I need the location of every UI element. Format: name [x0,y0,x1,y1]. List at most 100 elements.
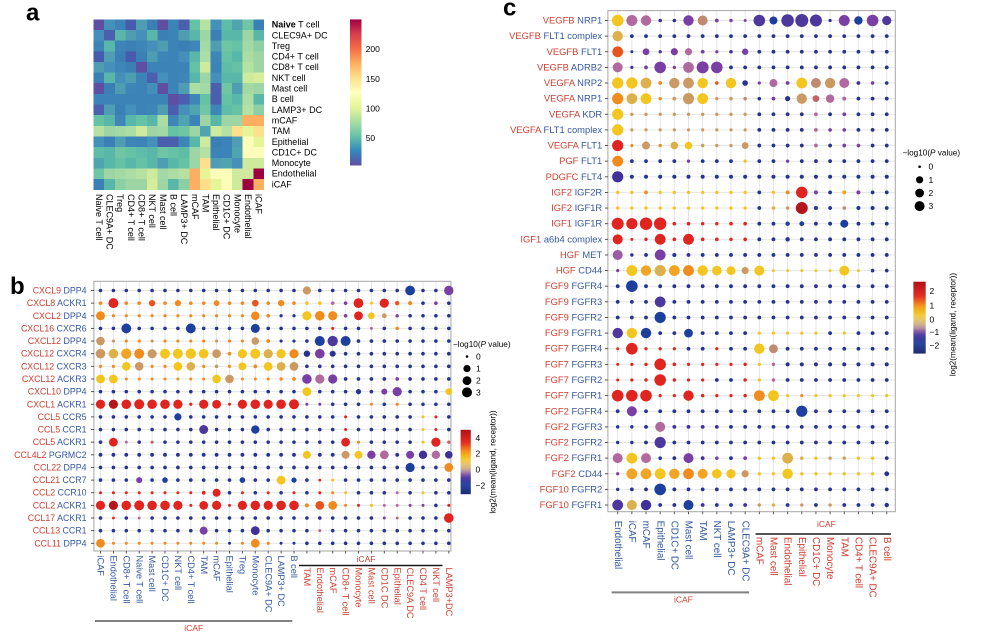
svg-text:c: c [503,0,516,22]
svg-text:FGF9 FGFR3: FGF9 FGFR3 [545,296,602,307]
svg-text:CD4+ T cell: CD4+ T cell [186,556,196,604]
svg-text:FGF2 FGFR1: FGF2 FGFR1 [545,452,602,463]
svg-text:TAM: TAM [838,537,849,557]
svg-text:TAM: TAM [199,556,209,575]
svg-text:Epithelial: Epithelial [392,568,402,605]
svg-text:CCL5 CCR5: CCL5 CCR5 [38,412,87,422]
svg-text:Endothelial: Endothelial [782,537,793,585]
svg-text:CD1C+ DC: CD1C+ DC [810,537,821,586]
svg-text:mCAF: mCAF [640,521,651,549]
svg-text:3: 3 [476,387,481,397]
svg-text:IGF2 IGF2R: IGF2 IGF2R [551,186,602,197]
svg-text:50: 50 [366,133,376,143]
svg-text:Epithelial: Epithelial [654,521,665,561]
svg-text:CD8+ T cell: CD8+ T cell [137,194,147,241]
svg-text:mCAF: mCAF [212,556,222,582]
svg-text:PGF FLT1: PGF FLT1 [559,155,602,166]
svg-text:mCAF: mCAF [190,194,200,220]
svg-text:Monocyte: Monocyte [272,158,311,168]
svg-text:iCAF: iCAF [817,519,836,529]
svg-text:FGF7 FGFR3: FGF7 FGFR3 [545,358,602,369]
svg-text:FGF9 FGFR4: FGF9 FGFR4 [545,280,602,291]
svg-text:IGF1 a6b4 complex: IGF1 a6b4 complex [520,233,602,244]
svg-text:Mast cell: Mast cell [367,568,377,604]
svg-text:FGF2 FGFR2: FGF2 FGFR2 [545,437,602,448]
svg-text:Monocyte: Monocyte [250,556,260,596]
svg-text:CXCL1 ACKR1: CXCL1 ACKR1 [27,399,87,409]
svg-text:Treg: Treg [272,41,290,51]
svg-text:CD8+ T cell: CD8+ T cell [272,62,319,72]
svg-text:Epithelial: Epithelial [211,194,221,231]
svg-text:VEGFB ADRB2: VEGFB ADRB2 [537,61,602,72]
svg-text:CD4+ T cell: CD4+ T cell [272,52,319,62]
svg-text:LAMP3+ DC: LAMP3+ DC [272,105,323,115]
svg-text:VEGFA FLT1: VEGFA FLT1 [548,140,603,151]
svg-text:CLEC9A+ DC: CLEC9A+ DC [272,30,328,40]
svg-text:FGF2 FGFR3: FGF2 FGFR3 [545,421,602,432]
svg-text:CCL21 CCR7: CCL21 CCR7 [33,475,87,485]
svg-text:TAM: TAM [302,568,312,587]
svg-text:Endothelial: Endothelial [272,169,317,179]
svg-text:B cell: B cell [168,194,178,216]
svg-text:CXCL12 CXCR4: CXCL12 CXCR4 [21,349,87,359]
svg-text:Epithelial: Epithelial [796,537,807,577]
svg-text:1: 1 [476,364,481,374]
svg-text:Epithelial: Epithelial [225,556,235,593]
svg-text:−2: −2 [930,340,940,350]
svg-text:CD4+ T cell: CD4+ T cell [126,194,136,241]
svg-text:VEGFB NRP1: VEGFB NRP1 [543,15,602,26]
svg-text:Naive T cell: Naive T cell [134,556,144,604]
svg-text:Naive T cell: Naive T cell [94,194,104,241]
svg-text:CCL2 ACKR1: CCL2 ACKR1 [33,500,87,510]
svg-text:CCL11 DPP4: CCL11 DPP4 [34,538,86,548]
svg-text:TAM: TAM [272,126,290,136]
svg-text:NKT cell: NKT cell [147,194,157,228]
svg-text:LAMP3+ DC: LAMP3+ DC [725,521,736,576]
svg-text:−2: −2 [476,480,486,490]
svg-text:FGF2 FGFR4: FGF2 FGFR4 [545,405,602,416]
svg-text:PDGFC FLT4: PDGFC FLT4 [546,171,603,182]
svg-text:HGF CD44: HGF CD44 [556,265,602,276]
svg-text:Monocyte: Monocyte [232,194,242,233]
svg-text:FGF9 FGFR2: FGF9 FGFR2 [545,311,602,322]
svg-text:2: 2 [476,449,481,459]
svg-text:VEGFB FLT1: VEGFB FLT1 [547,46,603,57]
svg-text:FGF2 CD44: FGF2 CD44 [552,468,603,479]
svg-text:LAMP3+ DC: LAMP3+ DC [179,194,189,245]
svg-text:CCL5 CCR1: CCL5 CCR1 [38,425,87,435]
svg-text:VEGFA NRP1: VEGFA NRP1 [544,93,602,104]
svg-text:CD4 T cell: CD4 T cell [418,568,428,611]
svg-text:CXCL12 CXCR3: CXCL12 CXCR3 [21,361,87,371]
svg-text:0: 0 [930,315,935,325]
svg-text:CD1C DC: CD1C DC [379,568,389,609]
svg-text:Endothelial: Endothelial [109,556,119,601]
svg-text:LAMP3+ DC: LAMP3+ DC [276,556,286,608]
svg-text:CCL17 ACKR1: CCL17 ACKR1 [28,513,87,523]
svg-text:FGF10 FGFR1: FGF10 FGFR1 [540,499,603,510]
svg-text:iCAF: iCAF [626,521,637,543]
svg-text:CD8+ T cell: CD8+ T cell [121,556,131,604]
svg-text:3: 3 [929,201,934,211]
svg-text:CCL22 DPP4: CCL22 DPP4 [34,462,87,472]
svg-text:CCL4L2 PGRMC2: CCL4L2 PGRMC2 [14,450,86,460]
svg-text:b: b [10,273,25,300]
svg-text:4: 4 [476,433,481,443]
svg-text:Naive T cell: Naive T cell [272,20,320,30]
svg-text:CXCL12 DPP4: CXCL12 DPP4 [28,336,87,346]
svg-text:FGF7 FGFR4: FGF7 FGFR4 [545,343,602,354]
svg-text:log2(mean(ligand, receptor)): log2(mean(ligand, receptor)) [488,410,497,514]
svg-text:CXCL10 DPP4: CXCL10 DPP4 [28,387,87,397]
svg-text:CLEC9A+ DC: CLEC9A+ DC [867,537,878,598]
svg-text:1: 1 [929,175,934,185]
svg-text:−log10(P value): −log10(P value) [453,340,511,349]
svg-text:Endothelial: Endothelial [243,194,253,239]
svg-text:iCAF: iCAF [184,623,203,633]
svg-text:CXCL2 DPP4: CXCL2 DPP4 [33,311,87,321]
svg-text:LAMP3+DC: LAMP3+DC [444,568,454,617]
svg-text:B cell: B cell [272,94,294,104]
svg-text:CXCL8 ACKR1: CXCL8 ACKR1 [27,298,87,308]
svg-text:CLEC9A+ DC: CLEC9A+ DC [739,521,750,582]
svg-text:NKT cell: NKT cell [431,568,441,603]
svg-text:−1: −1 [930,327,940,337]
svg-text:mCAF: mCAF [753,537,764,565]
